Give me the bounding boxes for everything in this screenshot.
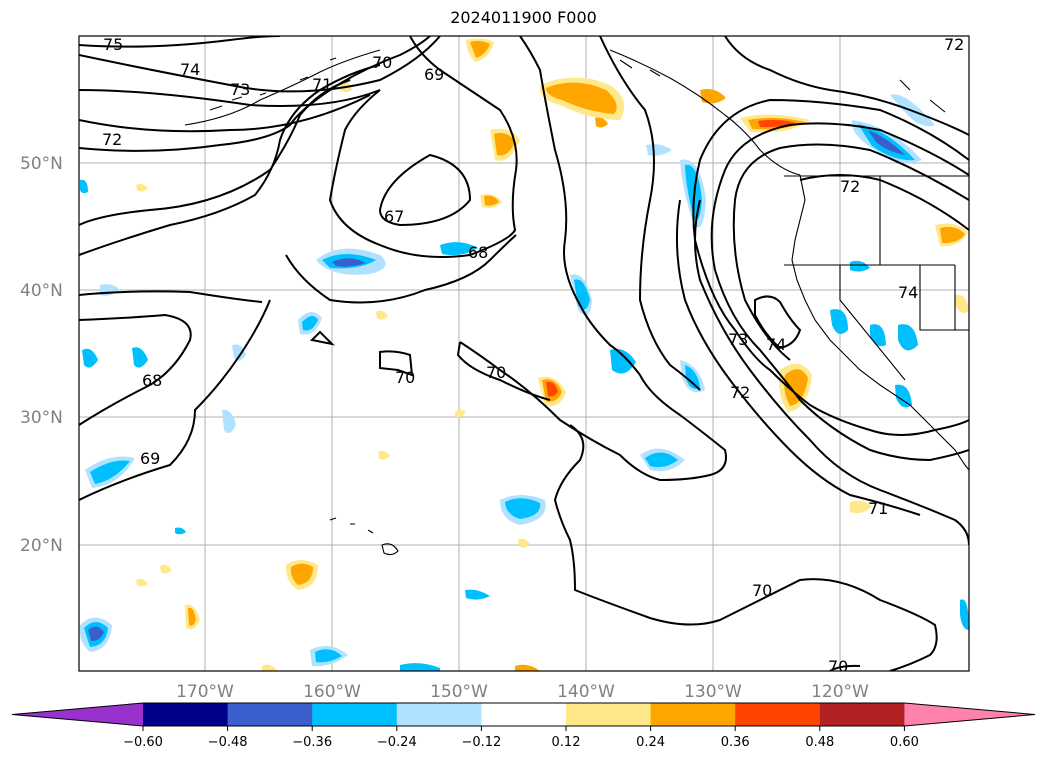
lon-label: 130°W <box>684 682 742 702</box>
lon-label: 170°W <box>176 682 234 702</box>
negative-anomaly-patches <box>79 94 969 671</box>
contour-label: 71 <box>868 499 888 518</box>
contour-label: 73 <box>728 330 748 349</box>
colorbar-tick-label: 0.24 <box>636 735 665 750</box>
contour-label: 70 <box>372 53 392 72</box>
coastlines <box>184 49 969 556</box>
lon-label: 140°W <box>557 682 615 702</box>
colorbar-segment <box>481 703 567 726</box>
lon-label: 120°W <box>811 682 869 702</box>
contour-label: 73 <box>230 80 250 99</box>
colorbar-segment <box>312 703 398 726</box>
contour-lines <box>79 36 969 671</box>
colorbar-tick-label: −0.24 <box>377 735 417 750</box>
contour-label: 72 <box>944 35 964 54</box>
contour-label: 70 <box>395 368 415 387</box>
colorbar-tick-label: 0.60 <box>890 735 919 750</box>
contour-label: 68 <box>142 371 162 390</box>
anomaly-shading <box>79 38 969 671</box>
contour-label: 71 <box>312 75 332 94</box>
contour-label: 68 <box>468 243 488 262</box>
contour-label: 69 <box>140 449 160 468</box>
contour-label: 69 <box>424 65 444 84</box>
contour-label: 72 <box>730 383 750 402</box>
lat-label: 40°N <box>20 281 63 301</box>
lat-label: 30°N <box>20 408 63 428</box>
lon-label: 160°W <box>303 682 361 702</box>
contour-label: 70 <box>486 363 506 382</box>
contour-label: 74 <box>766 335 786 354</box>
colorbar-segment <box>819 703 905 726</box>
contour-label: 74 <box>898 283 918 302</box>
map-area <box>79 36 969 671</box>
colorbar-segment <box>650 703 736 726</box>
latitude-labels: 50°N 40°N 30°N 20°N <box>20 154 63 556</box>
colorbar-extend-max <box>904 703 1035 726</box>
colorbar-tick-label: −0.60 <box>123 735 163 750</box>
colorbar-segment <box>735 703 821 726</box>
longitude-labels: 170°W 160°W 150°W 140°W 130°W 120°W <box>176 682 869 702</box>
colorbar-tick-label: 0.12 <box>552 735 581 750</box>
contour-label: 70 <box>752 581 772 600</box>
colorbar-tick-label: −0.12 <box>461 735 501 750</box>
chart-title: 2024011900 F000 <box>450 8 597 27</box>
contour-label: 67 <box>384 207 404 226</box>
colorbar-segment <box>227 703 313 726</box>
colorbar-segment <box>566 703 652 726</box>
colorbar-tick-label: −0.36 <box>292 735 332 750</box>
map-frame <box>78 35 970 672</box>
contour-label-group: 75 74 73 71 70 69 72 67 68 68 69 70 70 7… <box>102 35 964 676</box>
contour-label: 74 <box>180 60 200 79</box>
colorbar-tick-label: 0.48 <box>805 735 834 750</box>
contour-label: 72 <box>840 177 860 196</box>
colorbar-segment <box>396 703 482 726</box>
colorbar-segment <box>143 703 229 726</box>
lat-label: 20°N <box>20 536 63 556</box>
contour-label: 75 <box>103 35 123 54</box>
lon-label: 150°W <box>430 682 488 702</box>
contour-label: 72 <box>102 130 122 149</box>
contour-label: 70 <box>828 657 848 676</box>
colorbar-tick-label: −0.48 <box>208 735 248 750</box>
positive-anomaly-patches <box>136 38 969 671</box>
colorbar: −0.60 −0.48 −0.36 −0.24 −0.12 0.12 0.24 0.36 0.4… <box>11 702 1036 750</box>
colorbar-extend-min <box>12 703 143 726</box>
colorbar-tick-label: 0.36 <box>721 735 750 750</box>
lat-label: 50°N <box>20 154 63 174</box>
